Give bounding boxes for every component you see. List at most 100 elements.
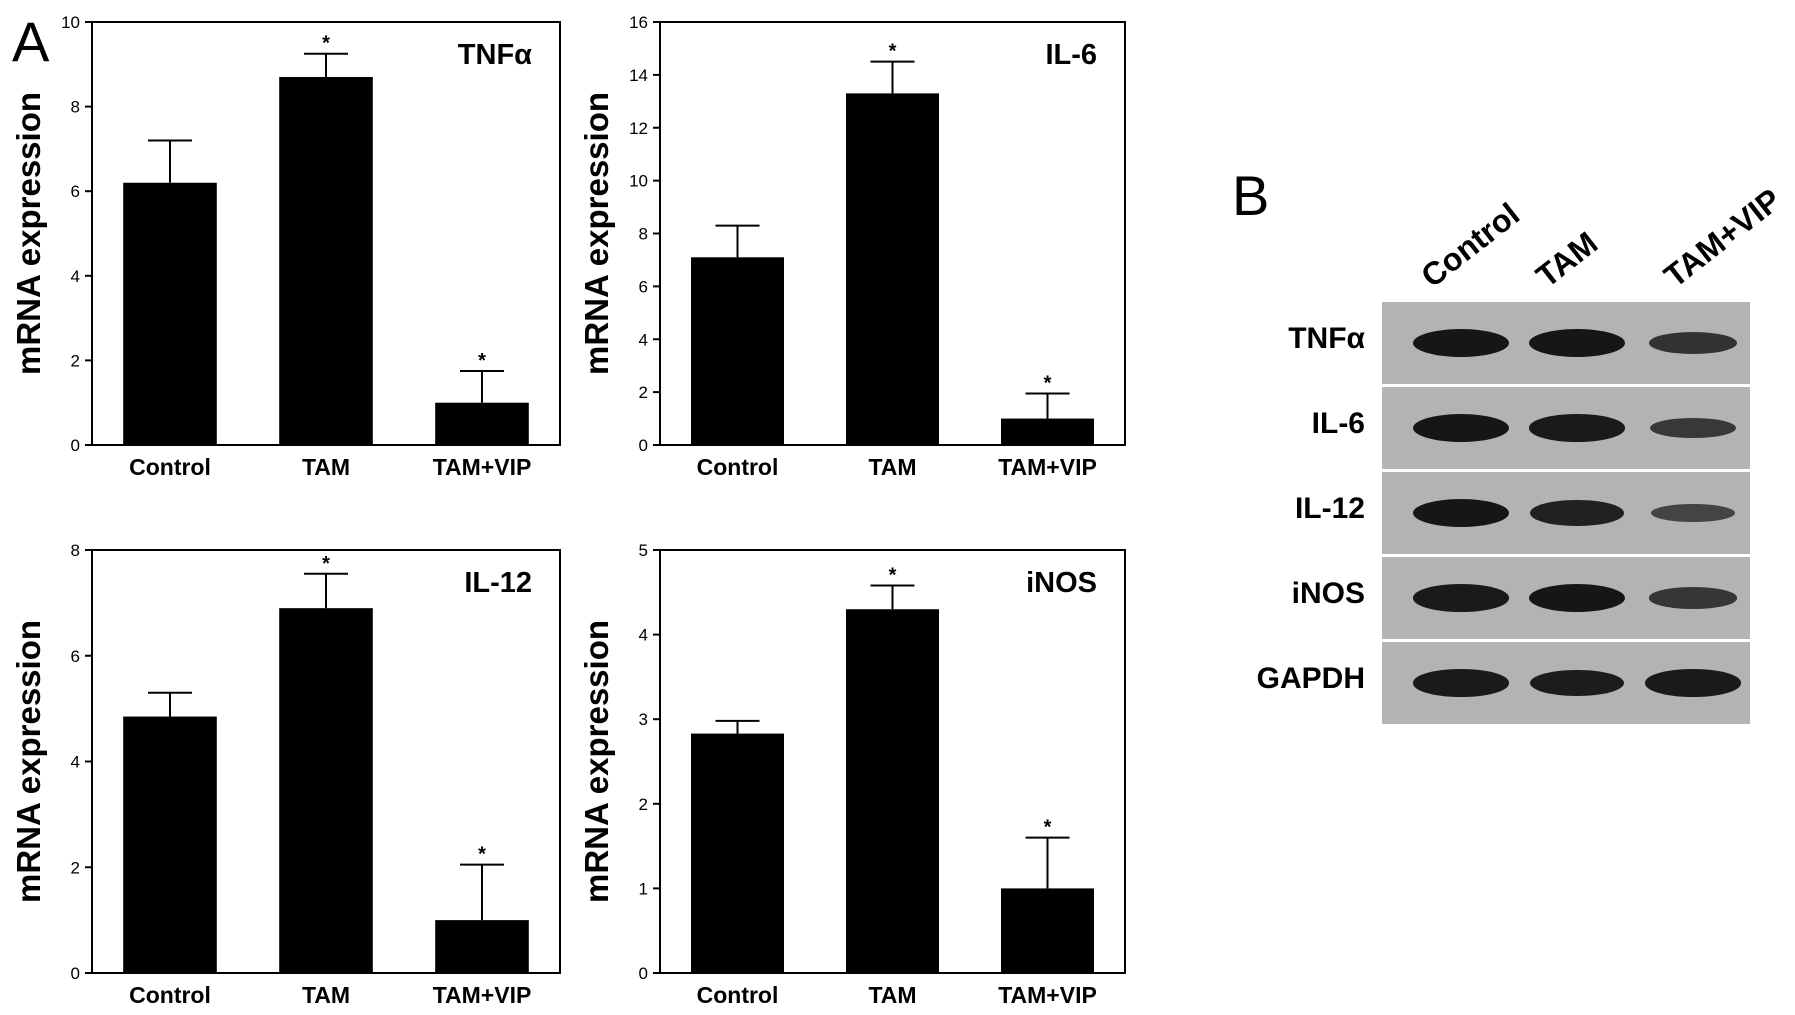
significance-marker: * [1044, 372, 1052, 394]
bar [846, 609, 939, 973]
y-tick-label: 10 [61, 13, 80, 32]
y-tick-label: 0 [71, 964, 80, 983]
protein-band [1645, 669, 1741, 697]
bar [1001, 418, 1094, 445]
significance-marker: * [1044, 817, 1052, 839]
protein-band [1529, 669, 1625, 697]
significance-marker: * [889, 565, 897, 587]
bar [846, 93, 939, 445]
bar [1001, 888, 1094, 973]
y-tick-label: 2 [71, 858, 80, 877]
y-tick-label: 8 [71, 98, 80, 117]
category-label: TAM+VIP [998, 454, 1097, 480]
significance-marker: * [889, 41, 897, 63]
category-label: TAM [868, 454, 916, 480]
protein-band [1413, 584, 1509, 612]
category-label: TAM [302, 454, 350, 480]
y-tick-label: 12 [629, 119, 648, 138]
chart-title: IL-6 [1045, 39, 1097, 71]
bar [691, 257, 784, 445]
chart-title: TNFα [458, 39, 532, 71]
protein-label: iNOS [1291, 577, 1365, 610]
lane-label: Control [1414, 195, 1527, 295]
y-tick-label: 6 [71, 182, 80, 201]
significance-marker: * [478, 844, 486, 866]
bar [435, 920, 529, 973]
protein-band [1649, 587, 1737, 609]
protein-band [1529, 414, 1625, 442]
y-tick-label: 1 [639, 879, 648, 898]
panel-b-label: B [1232, 164, 1270, 227]
category-label: TAM [868, 982, 916, 1008]
y-tick-label: 16 [629, 13, 648, 32]
bar [279, 76, 373, 446]
y-tick-label: 8 [639, 225, 648, 244]
y-tick-label: 2 [639, 383, 648, 402]
protein-band [1413, 669, 1509, 697]
significance-marker: * [322, 33, 330, 55]
y-tick-label: 2 [71, 351, 80, 370]
protein-label: IL-6 [1311, 407, 1365, 440]
y-tick-label: 10 [629, 172, 648, 191]
bar [123, 716, 217, 973]
bar [279, 608, 373, 973]
y-axis-label: mRNA expression [578, 92, 615, 375]
category-label: Control [129, 454, 211, 480]
protein-label: GAPDH [1256, 662, 1365, 695]
y-tick-label: 0 [639, 964, 648, 983]
chart-title: IL-12 [464, 567, 532, 599]
y-axis-label: mRNA expression [578, 620, 615, 903]
y-tick-label: 8 [71, 541, 80, 560]
protein-label: IL-12 [1294, 492, 1365, 525]
category-label: TAM [302, 982, 350, 1008]
y-tick-label: 3 [639, 710, 648, 729]
significance-marker: * [478, 350, 486, 372]
y-tick-label: 5 [639, 541, 648, 560]
protein-band [1651, 504, 1735, 522]
y-tick-label: 14 [629, 66, 648, 85]
category-label: TAM+VIP [998, 982, 1097, 1008]
protein-band [1413, 414, 1509, 442]
y-tick-label: 4 [639, 626, 648, 645]
lane-label: TAM [1529, 224, 1605, 295]
y-tick-label: 4 [639, 330, 648, 349]
protein-band [1530, 500, 1624, 526]
protein-band [1413, 329, 1509, 357]
y-axis-label: mRNA expression [10, 92, 47, 375]
category-label: TAM+VIP [433, 454, 532, 480]
panel-a-label: A [12, 10, 50, 73]
bar [123, 182, 217, 446]
protein-band [1413, 499, 1509, 527]
lane-label: TAM+VIP [1657, 181, 1788, 295]
category-label: Control [697, 982, 779, 1008]
category-label: TAM+VIP [433, 982, 532, 1008]
protein-band [1649, 417, 1737, 439]
significance-marker: * [322, 553, 330, 575]
category-label: Control [129, 982, 211, 1008]
y-tick-label: 0 [639, 436, 648, 455]
y-tick-label: 6 [639, 277, 648, 296]
western-blot: Control TAM TAM+VIP TNFα IL-6 IL-12 iNOS GAP… [1225, 0, 1795, 760]
y-tick-label: 2 [639, 795, 648, 814]
protein-band [1529, 584, 1625, 612]
protein-label: TNFα [1288, 322, 1365, 355]
y-tick-label: 4 [71, 753, 80, 772]
bar [691, 733, 784, 973]
chart-title: iNOS [1026, 567, 1097, 599]
y-axis-label: mRNA expression [10, 620, 47, 903]
category-label: Control [697, 454, 779, 480]
y-tick-label: 0 [71, 436, 80, 455]
y-tick-label: 6 [71, 647, 80, 666]
protein-band [1648, 332, 1738, 354]
y-tick-label: 4 [71, 267, 80, 286]
protein-band [1529, 329, 1625, 357]
bar [435, 402, 529, 445]
